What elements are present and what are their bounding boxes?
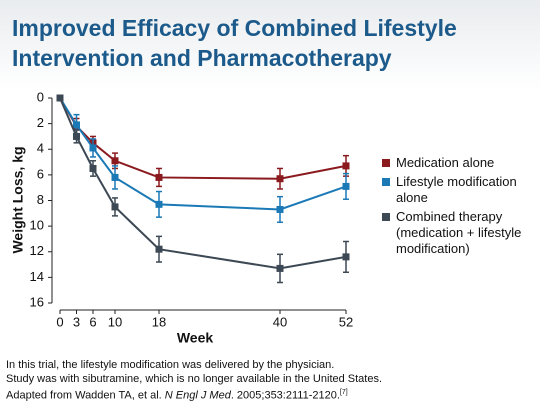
y-tick-label: 10 [30, 218, 44, 233]
title-line: Improved Efficacy of Combined Lifestyle [12, 15, 457, 41]
title-line: Intervention and Pharmacotherapy [12, 45, 392, 71]
x-tick-label: 0 [56, 314, 63, 329]
marker [155, 200, 163, 208]
x-tick-label: 6 [89, 314, 96, 329]
marker [56, 94, 64, 102]
marker [111, 157, 119, 165]
legend-item: Lifestyle modification alone [380, 174, 530, 206]
marker [276, 205, 284, 213]
x-tick-label: 40 [273, 314, 287, 329]
legend-item: Combined therapy (medication + lifestyle… [380, 209, 530, 257]
marker [342, 182, 350, 190]
y-tick-label: 0 [37, 89, 44, 104]
marker [89, 164, 97, 172]
marker [276, 175, 284, 183]
legend-swatch [382, 178, 390, 186]
y-tick-label: 14 [30, 269, 44, 284]
legend-swatch [382, 213, 390, 221]
marker [155, 245, 163, 253]
x-axis-label: Week [177, 330, 214, 346]
marker [111, 173, 119, 181]
marker [155, 173, 163, 181]
reference: [7] [339, 389, 348, 396]
y-tick-label: 4 [37, 141, 44, 156]
journal: N Engl J Med [164, 389, 231, 402]
legend-label: Lifestyle modification alone [396, 174, 517, 205]
citation-text: . 2005;353:2111-2120. [230, 389, 340, 402]
series-line [59, 97, 347, 211]
legend-label: Medication alone [396, 155, 495, 170]
x-tick-label: 18 [152, 314, 166, 329]
y-tick-label: 12 [30, 243, 44, 258]
series [56, 94, 350, 224]
y-tick-label: 6 [37, 166, 44, 181]
citation: Adapted from Wadden TA, et al. N Engl J … [6, 386, 382, 403]
marker [342, 162, 350, 170]
marker [73, 132, 80, 140]
y-tick-label: 8 [37, 192, 44, 207]
marker [111, 203, 119, 211]
citation-text: Adapted from Wadden TA, et al. [6, 389, 165, 402]
legend-label: Combined therapy (medication + lifestyle… [396, 209, 522, 256]
marker [73, 121, 80, 129]
legend-swatch [382, 159, 390, 167]
marker [276, 264, 284, 272]
y-tick-label: 2 [37, 115, 44, 130]
footnote: Study was with sibutramine, which is no … [6, 373, 383, 385]
x-tick-label: 3 [73, 314, 80, 329]
series [56, 94, 350, 190]
series-line [59, 97, 347, 180]
series-line [59, 97, 347, 270]
legend: Medication alone Lifestyle modification a… [380, 155, 530, 260]
x-tick-label: 10 [108, 314, 122, 329]
legend-item: Medication alone [380, 155, 530, 171]
x-tick-label: 52 [339, 314, 353, 329]
y-tick-label: 16 [30, 294, 44, 309]
y-axis-label: Weight Loss, kg [10, 146, 26, 253]
footnote: In this trial, the lifestyle modificatio… [6, 359, 335, 371]
marker [342, 253, 350, 261]
marker [89, 144, 97, 152]
series [56, 94, 350, 284]
footnotes: In this trial, the lifestyle modificatio… [6, 358, 382, 403]
